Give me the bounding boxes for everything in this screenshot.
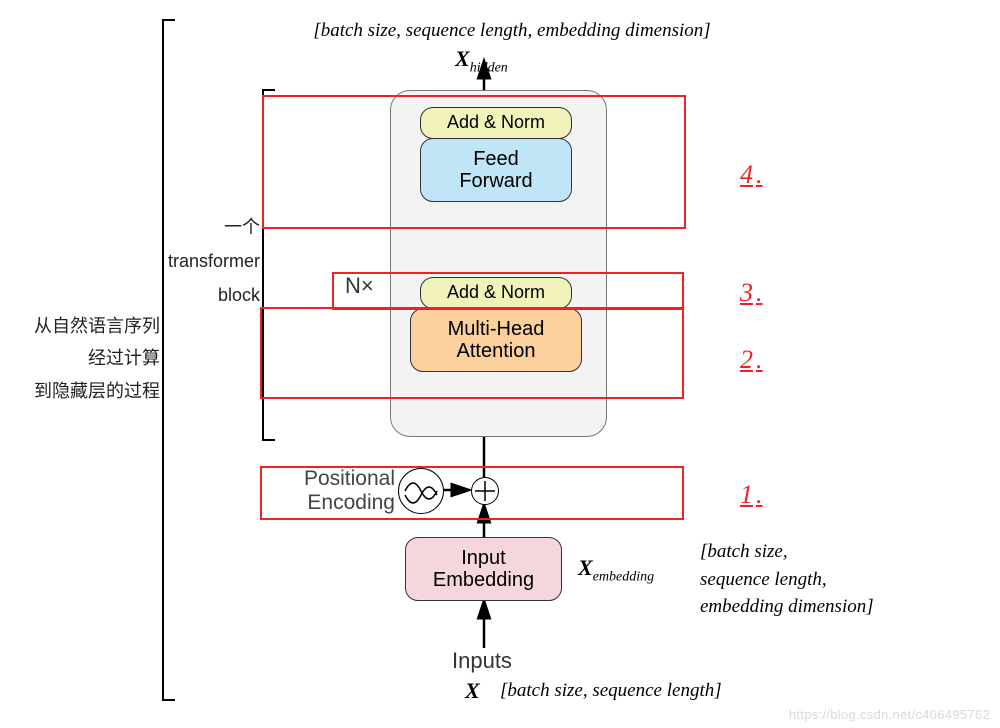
- top-caption: [batch size, sequence length, embedding …: [242, 20, 782, 42]
- tb-label-line: 一个: [165, 210, 260, 244]
- embedding-caption-line: [batch size,: [700, 538, 874, 566]
- x-embedding-x: X: [578, 555, 593, 580]
- rednum-1: 1: [740, 480, 753, 510]
- process-label-line: 经过计算: [30, 342, 160, 374]
- redbox-4: [262, 95, 686, 229]
- embedding-caption: [batch size, sequence length, embedding …: [700, 538, 874, 621]
- x-hidden-symbol: Xhidden: [455, 46, 508, 76]
- redbox-1: [260, 466, 684, 520]
- x-inputs-symbol: X: [465, 678, 480, 704]
- x-hidden-sub: hidden: [470, 60, 508, 75]
- process-label: 从自然语言序列 经过计算 到隐藏层的过程: [30, 310, 160, 407]
- x-embedding-sub: embedding: [593, 569, 654, 584]
- block-label: Input Embedding: [433, 547, 534, 591]
- x-inputs-x: X: [465, 678, 480, 703]
- block-input-embedding: Input Embedding: [405, 537, 562, 601]
- redbox-3: [332, 272, 684, 310]
- tb-label-line: block: [165, 278, 260, 312]
- rednum-2: 2: [740, 345, 753, 375]
- rednum-3-dot: .: [756, 278, 763, 308]
- rednum-3: 3: [740, 278, 753, 308]
- tb-label-line: transformer: [165, 244, 260, 278]
- redbox-2: [260, 307, 684, 399]
- rednum-4: 4: [740, 160, 753, 190]
- process-label-line: 到隐藏层的过程: [30, 375, 160, 407]
- transformer-block-label: 一个 transformer block: [165, 210, 260, 313]
- x-embedding-symbol: Xembedding: [578, 555, 654, 585]
- rednum-1-dot: .: [756, 480, 763, 510]
- rednum-2-dot: .: [756, 345, 763, 375]
- inputs-label: Inputs: [452, 648, 512, 674]
- inputs-caption: [batch size, sequence length]: [500, 680, 722, 702]
- x-hidden-x: X: [455, 46, 470, 71]
- embedding-caption-line: sequence length,: [700, 566, 874, 594]
- process-label-line: 从自然语言序列: [30, 310, 160, 342]
- embedding-caption-line: embedding dimension]: [700, 593, 874, 621]
- rednum-4-dot: .: [756, 160, 763, 190]
- watermark: https://blog.csdn.net/c406495762: [789, 707, 990, 722]
